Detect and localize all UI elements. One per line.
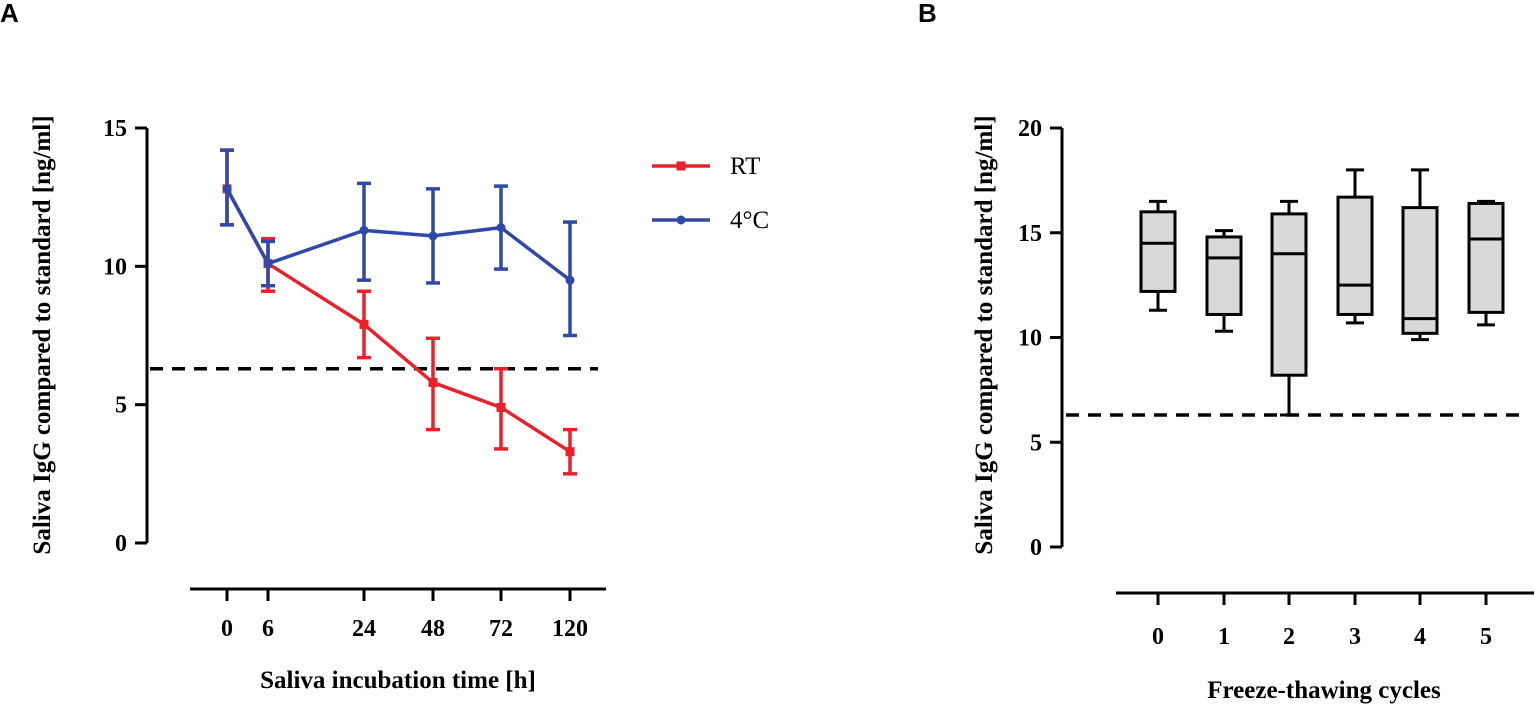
panel-b-box-iqr [1270, 212, 1308, 377]
panel-b-box-iqr [1205, 235, 1243, 316]
panel-b-x-tick-label: 1 [1218, 624, 1230, 650]
panel-b-box-iqr [1401, 206, 1439, 335]
panel-b-box-iqr [1139, 210, 1177, 293]
panel-b-y-tick-label: 10 [1018, 326, 1042, 352]
panel-a-series-line [225, 188, 571, 454]
panel-b-y-axis-title: Saliva IgG compared to standard [ng/ml] [971, 115, 998, 554]
panel-b-y-tick-label: 20 [1018, 116, 1042, 142]
panel-a-y-tick-label: 5 [115, 393, 127, 419]
panel-a-x-tick-label: 72 [489, 616, 513, 642]
panel-b-letter: B [918, 0, 937, 28]
panel-b-box-2 [1270, 199, 1308, 417]
panel-a-x-tick-label: 120 [552, 616, 588, 642]
panel-b-y-tick-label: 0 [1030, 535, 1042, 561]
panel-a-legend: RT 4°C [652, 153, 769, 234]
panel-a-x-tick-label: 48 [421, 616, 445, 642]
panel-a-data-point [222, 184, 232, 194]
panel-b-box-1 [1205, 229, 1243, 333]
panel-b-y-tick-label: 5 [1030, 430, 1042, 456]
panel-a-x-tick-label: 24 [352, 616, 376, 642]
panel-b-x-tick-label: 4 [1414, 624, 1426, 650]
panel-a-y-tick-label: 0 [115, 531, 127, 557]
panel-a-data-point [428, 231, 438, 241]
panel-a-data-point [565, 447, 575, 457]
panel-b-y-tick-label: 15 [1018, 221, 1042, 247]
legend-label: RT [730, 153, 760, 180]
panel-a-data-point [359, 225, 369, 235]
panel-b: B 0 5 10 15 20 0 1 2 3 4 5 Freeze-thawing cycles S… [918, 0, 1534, 704]
legend-label: 4°C [730, 207, 769, 234]
panel-b-x-tick-label: 2 [1283, 624, 1295, 650]
panel-b-x-axis-title: Freeze-thawing cycles [1207, 677, 1441, 704]
panel-a-x-tick-label: 0 [221, 616, 233, 642]
panel-a: A 0 5 10 15 0 6 24 48 72 120 RT 4°C Saliva incubat… [0, 0, 769, 694]
panel-a-letter: A [0, 0, 19, 28]
panel-a-y-tick-label: 15 [103, 116, 127, 142]
panel-b-x-tick-label: 5 [1480, 624, 1492, 650]
panel-a-data-point [428, 378, 438, 388]
panel-a-data-point [496, 223, 506, 233]
panel-b-box-5 [1467, 199, 1505, 327]
panel-b-x-tick-label: 0 [1152, 624, 1164, 650]
panel-a-series-line [225, 188, 572, 282]
panel-a-data-point [496, 402, 506, 412]
panel-a-y-tick-label: 10 [103, 254, 127, 280]
panel-a-data-point [565, 275, 575, 285]
panel-a-x-tick-label: 6 [262, 616, 274, 642]
panel-a-series-rt [220, 148, 577, 476]
panel-b-x-tick-label: 3 [1349, 624, 1361, 650]
panel-a-x-axis-title: Saliva incubation time [h] [260, 667, 536, 694]
panel-b-box-4 [1401, 168, 1439, 342]
panel-b-box-0 [1139, 199, 1177, 312]
legend-swatch-marker [676, 161, 686, 171]
panel-a-data-point [359, 319, 369, 329]
panel-b-box-iqr [1336, 195, 1374, 316]
panel-a-series-4c [220, 148, 577, 338]
panel-b-box-iqr [1467, 201, 1505, 314]
panel-a-y-axis-title: Saliva IgG compared to standard [ng/ml] [29, 115, 56, 554]
panel-b-box-3 [1336, 168, 1374, 325]
legend-swatch-marker [676, 215, 686, 225]
panel-a-data-point [263, 259, 273, 269]
